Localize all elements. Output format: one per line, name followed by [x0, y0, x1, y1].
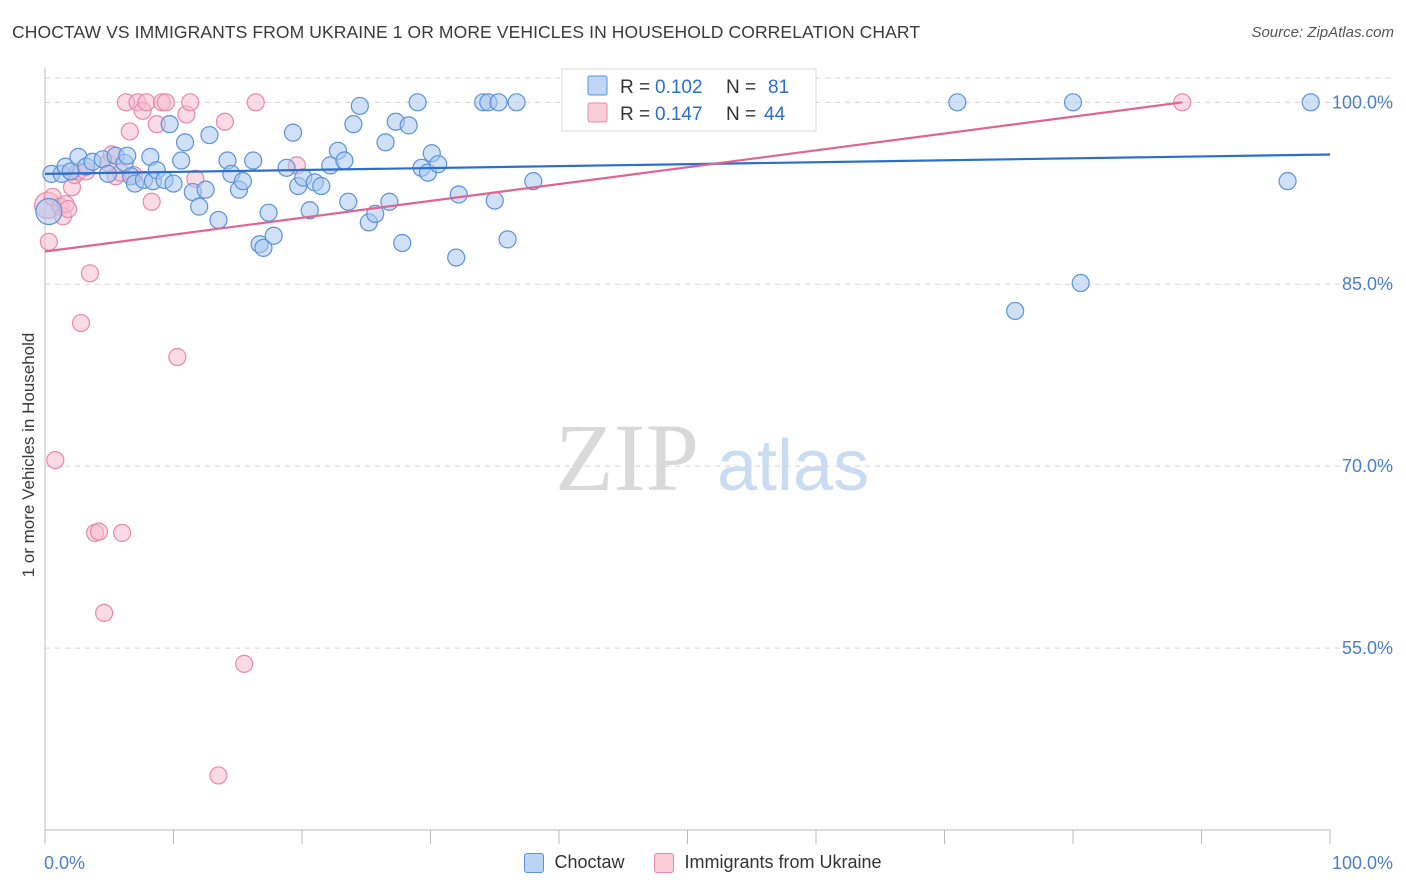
- trend-line-choctaw: [44, 153, 1331, 175]
- x-tick-label-min: 0.0%: [44, 853, 85, 873]
- y-tick-label: 85.0%: [1342, 274, 1393, 294]
- choctaw-point: [233, 172, 252, 191]
- ukraine-point: [137, 93, 156, 112]
- choctaw-point: [1006, 301, 1025, 321]
- ukraine-point: [181, 93, 200, 112]
- watermark: ZIP atlas: [555, 404, 869, 511]
- legend-swatch-choctaw: [587, 75, 608, 96]
- choctaw-point: [399, 116, 418, 135]
- choctaw-point: [254, 238, 273, 257]
- choctaw-point: [200, 125, 219, 145]
- y-tick-label: 55.0%: [1342, 638, 1393, 658]
- legend-swatch-choctaw-bottom: [524, 852, 545, 873]
- ukraine-point: [39, 232, 58, 251]
- choctaw-point: [209, 210, 228, 230]
- legend-item-ukraine[interactable]: Immigrants from Ukraine: [654, 852, 882, 873]
- x-tick-label-max: 100.0%: [1332, 853, 1393, 873]
- ukraine-point: [246, 93, 265, 112]
- ukraine-point: [168, 347, 187, 367]
- choctaw-point: [35, 197, 63, 226]
- choctaw-point: [408, 93, 427, 112]
- stats-legend: R = 0.102 N = 81 R = 0.147 N = 44: [561, 68, 817, 132]
- choctaw-point: [277, 158, 296, 177]
- source-credit: Source: ZipAtlas.com: [1251, 24, 1394, 41]
- bottom-legend: Choctaw Immigrants from Ukraine: [0, 852, 1406, 873]
- ukraine-point: [156, 93, 175, 112]
- ukraine-point: [215, 112, 234, 131]
- choctaw-point: [449, 185, 468, 204]
- trend-lines: [44, 101, 1331, 253]
- choctaw-point: [283, 123, 303, 142]
- choctaw-point: [485, 191, 504, 210]
- choctaw-point: [948, 93, 967, 112]
- choctaw-point: [172, 151, 191, 170]
- choctaw-point: [1063, 93, 1083, 112]
- choctaw-point: [190, 197, 209, 216]
- ukraine-point: [46, 450, 65, 470]
- choctaw-point: [175, 133, 195, 152]
- choctaw-point: [1301, 93, 1320, 112]
- legend-label-choctaw: Choctaw: [554, 852, 625, 872]
- legend-r-value-1: 0.102: [655, 77, 703, 98]
- choctaw-point: [429, 155, 448, 174]
- choctaw-point: [118, 146, 137, 165]
- choctaw-point: [350, 96, 369, 116]
- ukraine-point: [80, 264, 100, 283]
- trend-line-ukraine: [44, 101, 1183, 253]
- legend-n-value-1: 81: [768, 77, 789, 98]
- legend-swatch-ukraine-bottom: [654, 852, 675, 873]
- choctaw-point: [335, 151, 354, 170]
- y-axis-title: 1 or more Vehicles in Household: [19, 333, 38, 578]
- legend-n-value-2: 44: [764, 104, 786, 125]
- legend-n-label-1: N =: [726, 77, 756, 98]
- choctaw-point: [1071, 273, 1090, 293]
- ukraine-point: [71, 313, 91, 333]
- ukraine-point: [142, 192, 161, 211]
- choctaw-point: [393, 233, 412, 253]
- legend-swatch-ukraine: [587, 102, 608, 123]
- choctaw-point: [344, 115, 363, 134]
- choctaw-point: [447, 248, 466, 267]
- ukraine-point: [112, 523, 132, 542]
- ukraine-point: [209, 766, 228, 785]
- choctaw-point: [300, 201, 319, 220]
- watermark-atlas: atlas: [717, 426, 869, 506]
- ukraine-point: [235, 654, 254, 673]
- choctaw-point: [376, 133, 395, 152]
- choctaw-point: [312, 176, 331, 196]
- choctaw-point: [524, 172, 543, 191]
- legend-r-label-2: R =: [620, 104, 650, 125]
- choctaw-point: [339, 192, 358, 211]
- choctaw-point: [507, 93, 526, 112]
- ukraine-point: [89, 522, 109, 541]
- legend-r-label-1: R =: [620, 77, 650, 98]
- legend-r-value-2: 0.147: [655, 104, 703, 125]
- choctaw-point: [244, 151, 263, 170]
- ukraine-point: [120, 122, 139, 141]
- choctaw-point: [196, 180, 215, 199]
- choctaw-point: [164, 174, 183, 193]
- choctaw-point: [498, 230, 517, 249]
- chart-title: CHOCTAW VS IMMIGRANTS FROM UKRAINE 1 OR …: [12, 22, 921, 42]
- legend-item-choctaw[interactable]: Choctaw: [524, 852, 624, 873]
- ukraine-point: [95, 603, 114, 623]
- choctaw-point: [489, 93, 508, 112]
- legend-n-label-2: N =: [726, 104, 756, 125]
- y-tick-labels: 55.0% 70.0% 85.0% 100.0%: [1332, 92, 1393, 658]
- choctaw-point: [1278, 172, 1297, 191]
- y-tick-label: 100.0%: [1332, 92, 1393, 112]
- choctaw-point: [264, 226, 283, 245]
- watermark-zip: ZIP: [555, 404, 699, 511]
- choctaw-point: [160, 115, 179, 134]
- legend-label-ukraine: Immigrants from Ukraine: [684, 852, 882, 872]
- choctaw-point: [259, 203, 278, 222]
- y-tick-label: 70.0%: [1342, 456, 1393, 476]
